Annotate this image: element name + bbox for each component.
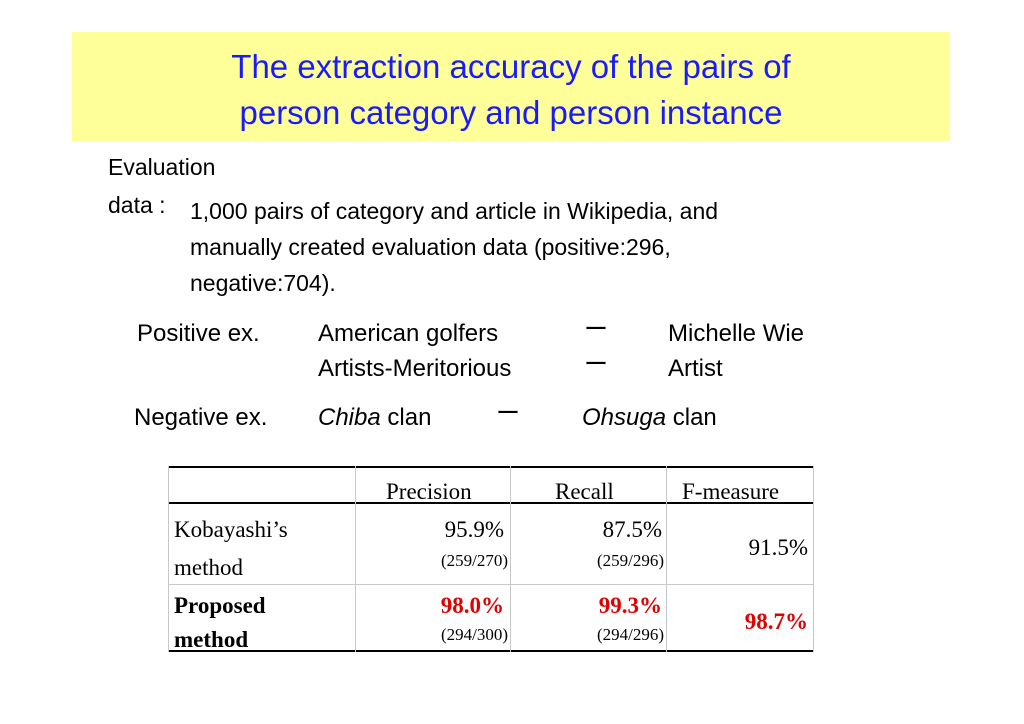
slide-title-line-1: The extraction accuracy of the pairs of xyxy=(231,48,791,85)
row-2-recall: 99.3% xyxy=(598,593,662,618)
negative-category-rest: clan xyxy=(380,404,432,431)
row-1-recall: 87.5% xyxy=(602,517,662,542)
positive-example-1-category: American golfers xyxy=(318,320,499,347)
table-header-rule xyxy=(168,502,814,504)
results-table: Precision Recall F-measure Kobayashi’s m… xyxy=(168,466,814,652)
positive-example-2-instance: Artist xyxy=(668,355,723,382)
evaluation-text-line-3: negative:704). xyxy=(190,270,336,296)
row-1-precision-fraction: (259/270) xyxy=(440,551,508,570)
slide-title-line-2: person category and person instance xyxy=(239,94,783,131)
title-banner: The extraction accuracy of the pairs of … xyxy=(72,32,950,141)
header-f-measure: F-measure xyxy=(682,479,780,504)
positive-example-2-category: Artists-Meritorious xyxy=(318,355,512,382)
evaluation-label-line-2: data : xyxy=(108,192,166,218)
row-2-method-line-1: Proposed xyxy=(174,593,266,618)
negative-example-dash: ー xyxy=(496,400,520,427)
row-1-method-line-1: Kobayashi’s xyxy=(174,517,288,542)
table-row-divider xyxy=(168,584,814,585)
evaluation-text-line-1: 1,000 pairs of category and article in W… xyxy=(190,198,719,224)
table-bottom-rule xyxy=(168,650,814,652)
row-2-recall-fraction: (294/296) xyxy=(596,625,664,644)
positive-example-2-dash: ー xyxy=(584,351,608,378)
negative-category-italic: Chiba xyxy=(318,404,381,431)
header-precision: Precision xyxy=(386,479,472,504)
row-1-f-measure: 91.5% xyxy=(748,535,808,560)
row-1-precision: 95.9% xyxy=(444,517,504,542)
positive-example-1-instance: Michelle Wie xyxy=(668,320,805,347)
negative-instance-rest: clan xyxy=(666,404,717,431)
header-recall: Recall xyxy=(555,479,614,504)
negative-example-category: Chiba clan xyxy=(318,406,431,430)
table-col-divider xyxy=(168,466,169,652)
negative-instance-italic: Ohsuga xyxy=(582,404,667,431)
table-col-divider xyxy=(813,466,814,652)
positive-example-1-dash: ー xyxy=(584,316,608,343)
row-2-precision: 98.0% xyxy=(440,593,504,618)
row-2-method-line-2: method xyxy=(174,627,249,652)
row-2-precision-fraction: (294/300) xyxy=(440,625,508,644)
evaluation-text-line-2: manually created evaluation data (positi… xyxy=(190,234,671,260)
table-col-divider xyxy=(355,466,356,652)
table-col-divider xyxy=(666,466,667,652)
negative-example-instance: Ohsuga clan xyxy=(582,406,717,430)
positive-example-label: Positive ex. xyxy=(137,320,260,347)
row-1-recall-fraction: (259/296) xyxy=(596,551,664,570)
row-1-method-line-2: method xyxy=(174,555,243,580)
table-col-divider xyxy=(510,466,511,652)
table-top-rule xyxy=(168,466,814,468)
row-2-f-measure: 98.7% xyxy=(744,609,808,634)
evaluation-label-line-1: Evaluation xyxy=(108,154,216,180)
negative-example-label: Negative ex. xyxy=(134,404,268,431)
